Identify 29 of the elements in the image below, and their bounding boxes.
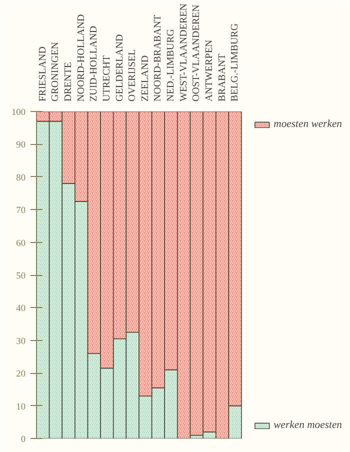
x-tick-label: ANTWERPEN xyxy=(204,40,215,102)
x-tick-label: ZUID-HOLLAND xyxy=(88,26,100,102)
x-tick-label: GRONINGEN xyxy=(50,42,62,102)
y-tick-label: 60 xyxy=(16,238,26,249)
x-tick-label: GELDERLAND xyxy=(114,34,126,102)
x-tick-label: DRENTE xyxy=(63,62,74,102)
x-tick-label: OOST-VLAANDEREN xyxy=(191,4,202,102)
x-tick-label: FRIESLAND xyxy=(37,46,48,102)
x-tick-label: BRABANT xyxy=(216,54,228,102)
x-tick-label: WEST-VLAANDEREN xyxy=(178,4,190,102)
x-tick-label: OVERIJSEL xyxy=(127,49,138,102)
y-tick-label: 70 xyxy=(16,206,26,216)
legend-label: werken moesten xyxy=(274,420,342,430)
y-tick-label: 90 xyxy=(16,140,26,151)
y-tick-label: 40 xyxy=(16,304,26,314)
x-tick-label: NOORD-BRABANT xyxy=(152,14,164,102)
x-tick-label: NOORD-HOLLAND xyxy=(76,14,87,102)
y-tick-label: 0 xyxy=(20,435,26,445)
y-tick-label: 30 xyxy=(16,336,26,347)
y-tick-label: 20 xyxy=(16,370,26,380)
y-tick-label: 50 xyxy=(16,272,26,282)
x-tick-label: UTRECHT xyxy=(101,55,112,102)
x-tick-label: NED.-LIMBURG xyxy=(166,29,177,102)
legend-label: moesten werken xyxy=(274,118,342,130)
y-tick-label: 10 xyxy=(16,402,26,412)
y-tick-label: 80 xyxy=(16,173,26,184)
x-tick-label: BELG.-LIMBURG xyxy=(230,23,241,102)
x-tick-label: ZEELAND xyxy=(140,55,151,102)
y-tick-label: 100 xyxy=(12,108,26,118)
